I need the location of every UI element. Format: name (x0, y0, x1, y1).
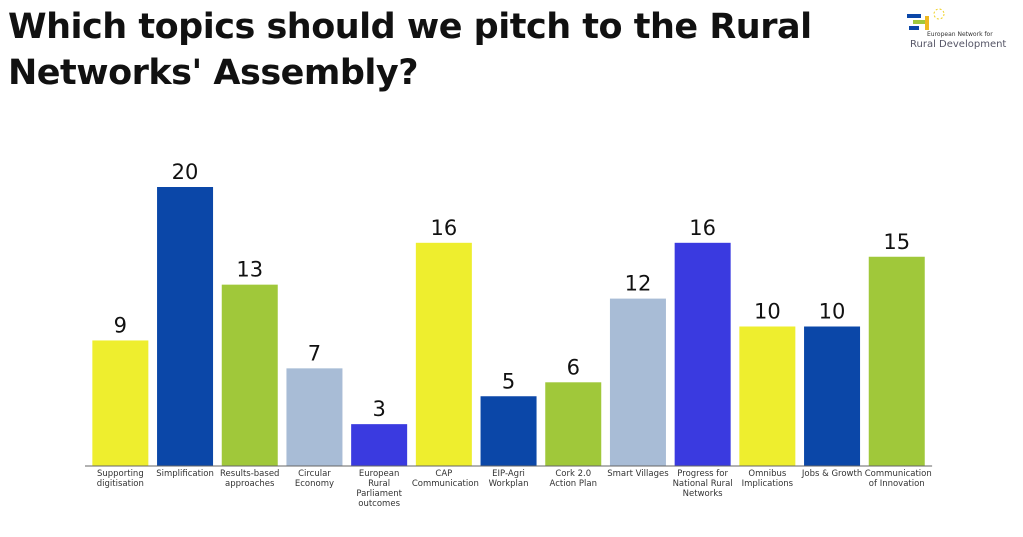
logo-text: Rural Development (910, 39, 1007, 50)
bar (868, 256, 925, 466)
x-tick-label: Results-based approaches (220, 469, 280, 489)
x-tick-label: Cork 2.0 Action Plan (549, 469, 597, 489)
bar (157, 187, 214, 466)
value-label: 20 (172, 160, 199, 184)
bar (351, 424, 408, 466)
x-tick-label: Communication of Innovation (864, 469, 932, 489)
x-tick-label: European Rural Parliament outcomes (356, 469, 402, 509)
bar (415, 242, 472, 466)
bar (739, 326, 796, 466)
value-label: 5 (502, 369, 515, 393)
bar (92, 340, 149, 466)
logo-text: European Network for (927, 31, 993, 38)
x-tick-label: Circular Economy (294, 469, 335, 489)
bar (286, 368, 343, 466)
logo: European Network for Rural Development (905, 8, 1017, 54)
bar (804, 326, 861, 466)
x-tick-label: EIP-Agri Workplan (488, 469, 529, 489)
bar (609, 298, 666, 466)
x-tick-label: Supporting digitisation (96, 469, 144, 489)
bar (480, 396, 537, 466)
bar (674, 242, 731, 466)
x-tick-label: Simplification (156, 469, 214, 479)
x-tick-label: Jobs & Growth (801, 469, 863, 479)
value-label: 10 (754, 300, 781, 324)
value-label: 15 (883, 230, 910, 254)
value-label: 6 (567, 355, 580, 379)
value-label: 3 (372, 397, 385, 421)
x-tick-label: CAP Communication (411, 469, 479, 489)
bar (221, 284, 278, 466)
x-tick-label: Omnibus Implications (741, 469, 794, 489)
value-label: 9 (114, 313, 127, 337)
chart-title: Which topics should we pitch to the Rura… (8, 7, 812, 93)
value-label: 16 (430, 216, 457, 240)
logo-icon (907, 8, 945, 30)
bar (545, 382, 602, 466)
x-tick-label: Smart Villages (607, 469, 669, 479)
value-label: 10 (819, 300, 846, 324)
value-label: 7 (308, 341, 321, 365)
value-label: 16 (689, 216, 716, 240)
x-tick-label: Progress for National Rural Networks (672, 469, 733, 499)
value-label: 12 (625, 272, 652, 296)
value-label: 13 (236, 258, 263, 282)
